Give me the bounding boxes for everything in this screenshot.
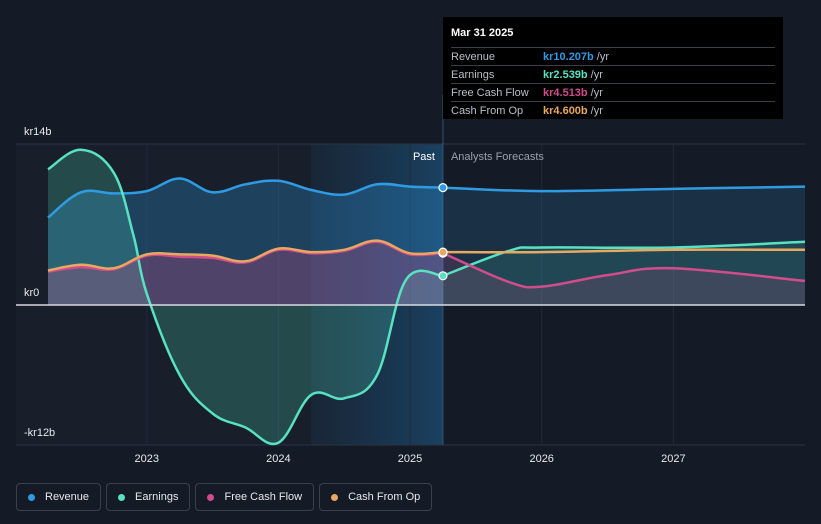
tooltip-name: Cash From Op (451, 104, 524, 117)
tooltip-value: kr4.600b (543, 104, 588, 117)
legend-item-earnings[interactable]: Earnings (106, 483, 191, 511)
line-revenue-forecast (442, 185, 806, 193)
x-tick-label: 2024 (266, 453, 290, 465)
legend: Revenue Earnings Free Cash Flow Cash Fro… (16, 483, 433, 511)
x-tick-label: 2027 (661, 453, 685, 465)
tooltip-unit: /yr (590, 68, 603, 81)
area-free-cash-flow-forecast (443, 253, 805, 305)
forecast-label: Analysts Forecasts (451, 151, 544, 163)
y-tick-label: kr14b (24, 126, 52, 138)
tooltip-name: Revenue (451, 50, 496, 63)
area-revenue-past (48, 178, 443, 305)
tooltip: Mar 31 2025 Revenue kr10.207b /yr Earnin… (443, 17, 783, 119)
line-earnings-forecast (442, 240, 806, 277)
legend-dot-icon (118, 493, 126, 501)
marker-revenue (438, 183, 448, 193)
legend-item-cash-from-op[interactable]: Cash From Op (319, 483, 433, 511)
tooltip-date: Mar 31 2025 (451, 27, 514, 39)
area-revenue-forecast (443, 186, 805, 305)
x-tick-label: 2025 (398, 453, 422, 465)
legend-label: Earnings (135, 491, 179, 503)
line-cash-from-op-past (47, 239, 444, 272)
legend-item-revenue[interactable]: Revenue (16, 483, 102, 511)
x-tick-label: 2023 (134, 453, 158, 465)
line-earnings-past (47, 148, 444, 446)
tooltip-row-free-cash-flow: Free Cash Flow kr4.513b /yr (451, 83, 775, 101)
legend-label: Cash From Op (348, 491, 421, 503)
marker-earnings (438, 271, 448, 281)
tooltip-value: kr10.207b (543, 50, 594, 63)
tooltip-unit: /yr (596, 50, 609, 63)
legend-dot-icon (207, 493, 215, 501)
legend-label: Revenue (45, 491, 90, 503)
line-cash-from-op-forecast (442, 248, 806, 254)
tooltip-row-cash-from-op: Cash From Op kr4.600b /yr (451, 101, 775, 119)
tooltip-row-revenue: Revenue kr10.207b /yr (451, 47, 775, 65)
tooltip-unit: /yr (590, 104, 603, 117)
legend-dot-icon (331, 493, 339, 501)
tooltip-name: Earnings (451, 68, 495, 81)
legend-item-free-cash-flow[interactable]: Free Cash Flow (195, 483, 315, 511)
tooltip-name: Free Cash Flow (451, 86, 529, 99)
tooltip-row-earnings: Earnings kr2.539b /yr (451, 65, 775, 83)
legend-label: Free Cash Flow (224, 491, 303, 503)
tooltip-value: kr2.539b (543, 68, 588, 81)
line-free-cash-flow-forecast (442, 251, 806, 289)
line-revenue-past (47, 177, 444, 219)
y-tick-label: -kr12b (24, 427, 55, 439)
area-free-cash-flow-past (48, 241, 443, 305)
tooltip-value: kr4.513b (543, 86, 588, 99)
marker-cash-from-op (438, 247, 448, 257)
y-tick-label: kr0 (24, 287, 39, 299)
past-label: Past (413, 151, 435, 163)
legend-dot-icon (28, 493, 35, 501)
tooltip-unit: /yr (590, 86, 603, 99)
x-tick-label: 2026 (529, 453, 553, 465)
area-earnings-past (48, 149, 443, 444)
